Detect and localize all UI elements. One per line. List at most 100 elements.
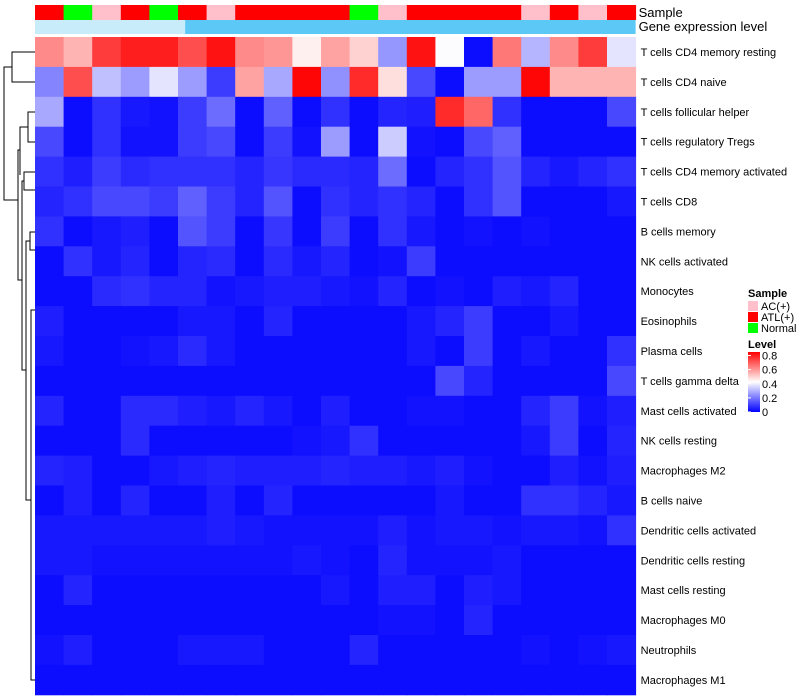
heatmap-cell: [378, 96, 408, 128]
heatmap-cell: [578, 455, 608, 486]
heatmap-cell: [235, 425, 265, 457]
heatmap-cells: [35, 37, 637, 696]
row-label: Mast cells activated: [641, 406, 737, 418]
dendrogram-branch: [17, 149, 22, 281]
heatmap-cell: [35, 545, 65, 576]
heatmap-cell: [35, 96, 65, 128]
heatmap-cell: [549, 126, 579, 158]
heatmap-cell: [607, 276, 637, 307]
heatmap-cell: [206, 575, 236, 606]
heatmap-cell: [549, 96, 579, 128]
heatmap-cell: [92, 306, 122, 337]
heatmap-cell: [549, 336, 579, 367]
heatmap-cell: [235, 605, 265, 636]
heatmap-cell: [35, 126, 65, 158]
heatmap-cell: [521, 37, 551, 68]
heatmap-cell: [263, 276, 293, 307]
heatmap-cell: [235, 365, 265, 397]
heatmap-cell: [35, 156, 65, 187]
sample-annotation-cell: [63, 5, 93, 20]
heatmap-cell: [464, 515, 494, 546]
heatmap-cell: [149, 605, 179, 636]
heatmap-cell: [607, 545, 637, 576]
heatmap-cell: [149, 485, 179, 516]
heatmap-cell: [406, 37, 436, 68]
heatmap-cell: [235, 126, 265, 158]
heatmap-cell: [292, 455, 322, 486]
heatmap-cell: [321, 365, 351, 397]
heatmap-cell: [378, 186, 408, 217]
heatmap-cell: [521, 126, 551, 158]
heatmap-cell: [549, 635, 579, 666]
heatmap-cell: [492, 395, 522, 427]
heatmap-cell: [292, 425, 322, 457]
heatmap-cell: [120, 575, 150, 606]
heatmap-cell: [492, 605, 522, 636]
sample-legend-swatch: [748, 323, 758, 333]
heatmap-cell: [521, 395, 551, 427]
heatmap-cell: [549, 365, 579, 397]
heatmap-cell: [92, 365, 122, 397]
heatmap-cell: [120, 605, 150, 636]
heatmap-cell: [263, 545, 293, 576]
heatmap-cell: [35, 186, 65, 217]
heatmap-cell: [578, 664, 608, 696]
sample-annotation-cell: [349, 5, 379, 20]
heatmap-cell: [92, 96, 122, 128]
dendrogram-branch: [11, 51, 35, 83]
heatmap-cell: [378, 635, 408, 666]
heatmap-cell: [464, 545, 494, 576]
heatmap-cell: [206, 336, 236, 367]
heatmap-cell: [521, 605, 551, 636]
heatmap-cell: [521, 515, 551, 546]
heatmap-cell: [149, 37, 179, 68]
heatmap-cell: [492, 545, 522, 576]
heatmap-cell: [464, 485, 494, 516]
heatmap-cell: [206, 246, 236, 277]
heatmap-cell: [578, 365, 608, 397]
sample-annotation-cell: [35, 5, 65, 20]
heatmap-cell: [92, 336, 122, 367]
heatmap-cell: [435, 425, 465, 457]
heatmap-cell: [406, 246, 436, 277]
heatmap-cell: [549, 545, 579, 576]
heatmap-cell: [149, 276, 179, 307]
gene-expression-bar-light: [35, 20, 186, 34]
heatmap-cell: [607, 186, 637, 217]
heatmap-cell: [349, 605, 379, 636]
heatmap-cell: [464, 664, 494, 696]
heatmap-cell: [492, 485, 522, 516]
heatmap-cell: [206, 37, 236, 68]
heatmap-cell: [549, 37, 579, 68]
sample-annotation-cell: [321, 5, 351, 20]
heatmap-cell: [406, 216, 436, 247]
heatmap-cell: [549, 276, 579, 307]
heatmap-cell: [492, 635, 522, 666]
heatmap-cell: [349, 395, 379, 427]
heatmap-cell: [149, 635, 179, 666]
heatmap-cell: [406, 126, 436, 158]
level-tick-label: 0.4: [762, 379, 777, 391]
heatmap-cell: [149, 515, 179, 546]
heatmap-cell: [549, 186, 579, 217]
heatmap-cell: [321, 276, 351, 307]
heatmap-cell: [349, 126, 379, 158]
dendrogram-branch: [23, 171, 35, 191]
heatmap-cell: [378, 664, 408, 696]
row-label: Neutrophils: [641, 645, 697, 657]
heatmap-cell: [92, 156, 122, 187]
heatmap-cell: [349, 365, 379, 397]
heatmap-cell: [321, 37, 351, 68]
heatmap-cell: [435, 575, 465, 606]
heatmap-cell: [321, 186, 351, 217]
heatmap-cell: [321, 126, 351, 158]
heatmap-cell: [349, 96, 379, 128]
heatmap-cell: [406, 365, 436, 397]
dendrogram-branch: [30, 309, 35, 681]
heatmap-cell: [349, 66, 379, 98]
heatmap-cell: [349, 515, 379, 546]
heatmap-cell: [149, 246, 179, 277]
sample-annotation-cell: [406, 5, 436, 20]
heatmap-cell: [92, 395, 122, 427]
heatmap-cell: [492, 515, 522, 546]
